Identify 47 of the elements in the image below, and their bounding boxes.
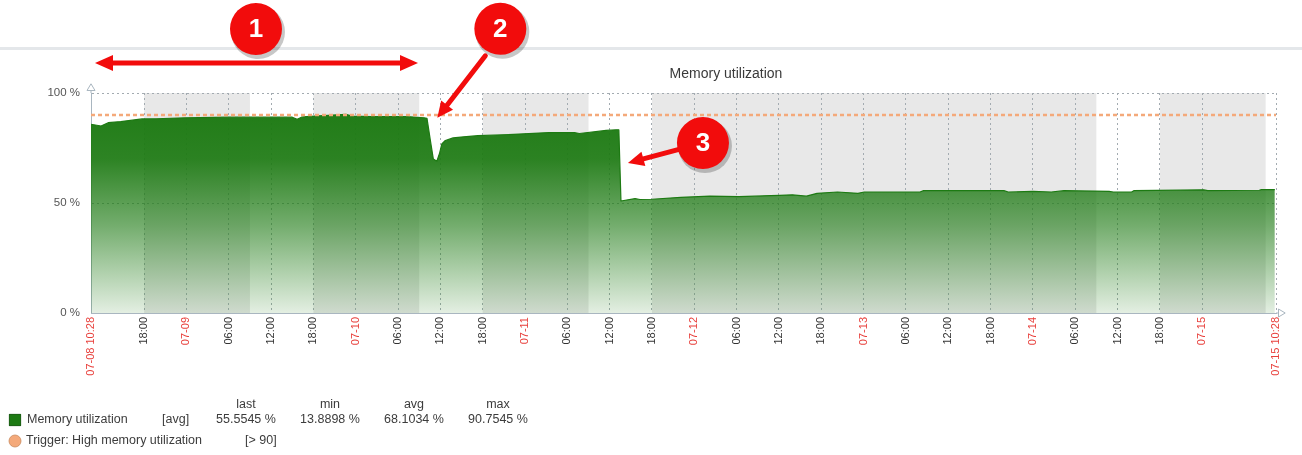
x-tick-label: 07-12 [687,317,700,346]
y-tick-label: 50 % [53,196,80,209]
x-tick-label: 12:00 [1110,317,1123,345]
text: min [319,397,341,412]
x-tick-label: 07-08 10:28 [84,317,97,376]
x-tick-label: 07-10 [348,317,361,346]
x-tick-label: 06:00 [391,317,404,345]
x-tick-label: 07-14 [1025,317,1038,346]
annotation: 2 [493,13,508,44]
text: 13.8898 % [300,412,360,427]
x-tick-label: 06:00 [898,317,911,345]
text: last [236,397,257,412]
x-tick-label: 12:00 [941,317,954,345]
x-tick-label: 18:00 [475,317,488,345]
x-tick-label: 18:00 [306,317,319,345]
text: avg [403,397,425,412]
x-tick-label: 07-15 [1195,317,1208,346]
x-tick-label: 12:00 [771,317,784,345]
y-tick-label: 0 % [60,306,80,319]
x-tick-label: 12:00 [433,317,446,345]
x-tick-label: 18:00 [137,317,150,345]
y-tick-label: 100 % [47,86,80,99]
x-tick-label: 18:00 [814,317,827,345]
x-tick-label: 07-11 [518,317,531,345]
x-tick-label: 06:00 [729,317,742,345]
text: max [486,397,511,412]
x-tick-label: 06:00 [221,317,234,345]
text: 68.1034 % [384,412,444,427]
text: [> 90] [245,433,277,448]
x-tick-label: 12:00 [264,317,277,345]
x-tick-label: 07-15 10:28 [1269,317,1282,376]
legend-label: Trigger: High memory utilization [26,433,203,448]
chart-title: Memory utilization [669,64,783,81]
annotation: 3 [695,127,711,158]
x-tick-label: 06:00 [560,317,573,345]
x-tick-label: 18:00 [1152,317,1165,345]
text: 1 [248,13,264,44]
text: 55.5545 % [216,412,276,427]
x-tick-label: 07-09 [179,317,192,346]
x-tick-label: 06:00 [1068,317,1081,345]
x-tick-label: 18:00 [983,317,996,345]
text: [avg] [162,412,190,427]
x-tick-label: 12:00 [602,317,615,345]
x-tick-label: 18:00 [645,317,658,345]
text: 90.7545 % [468,412,528,427]
legend-label: Memory utilization [27,412,128,427]
x-tick-label: 07-13 [856,317,869,346]
